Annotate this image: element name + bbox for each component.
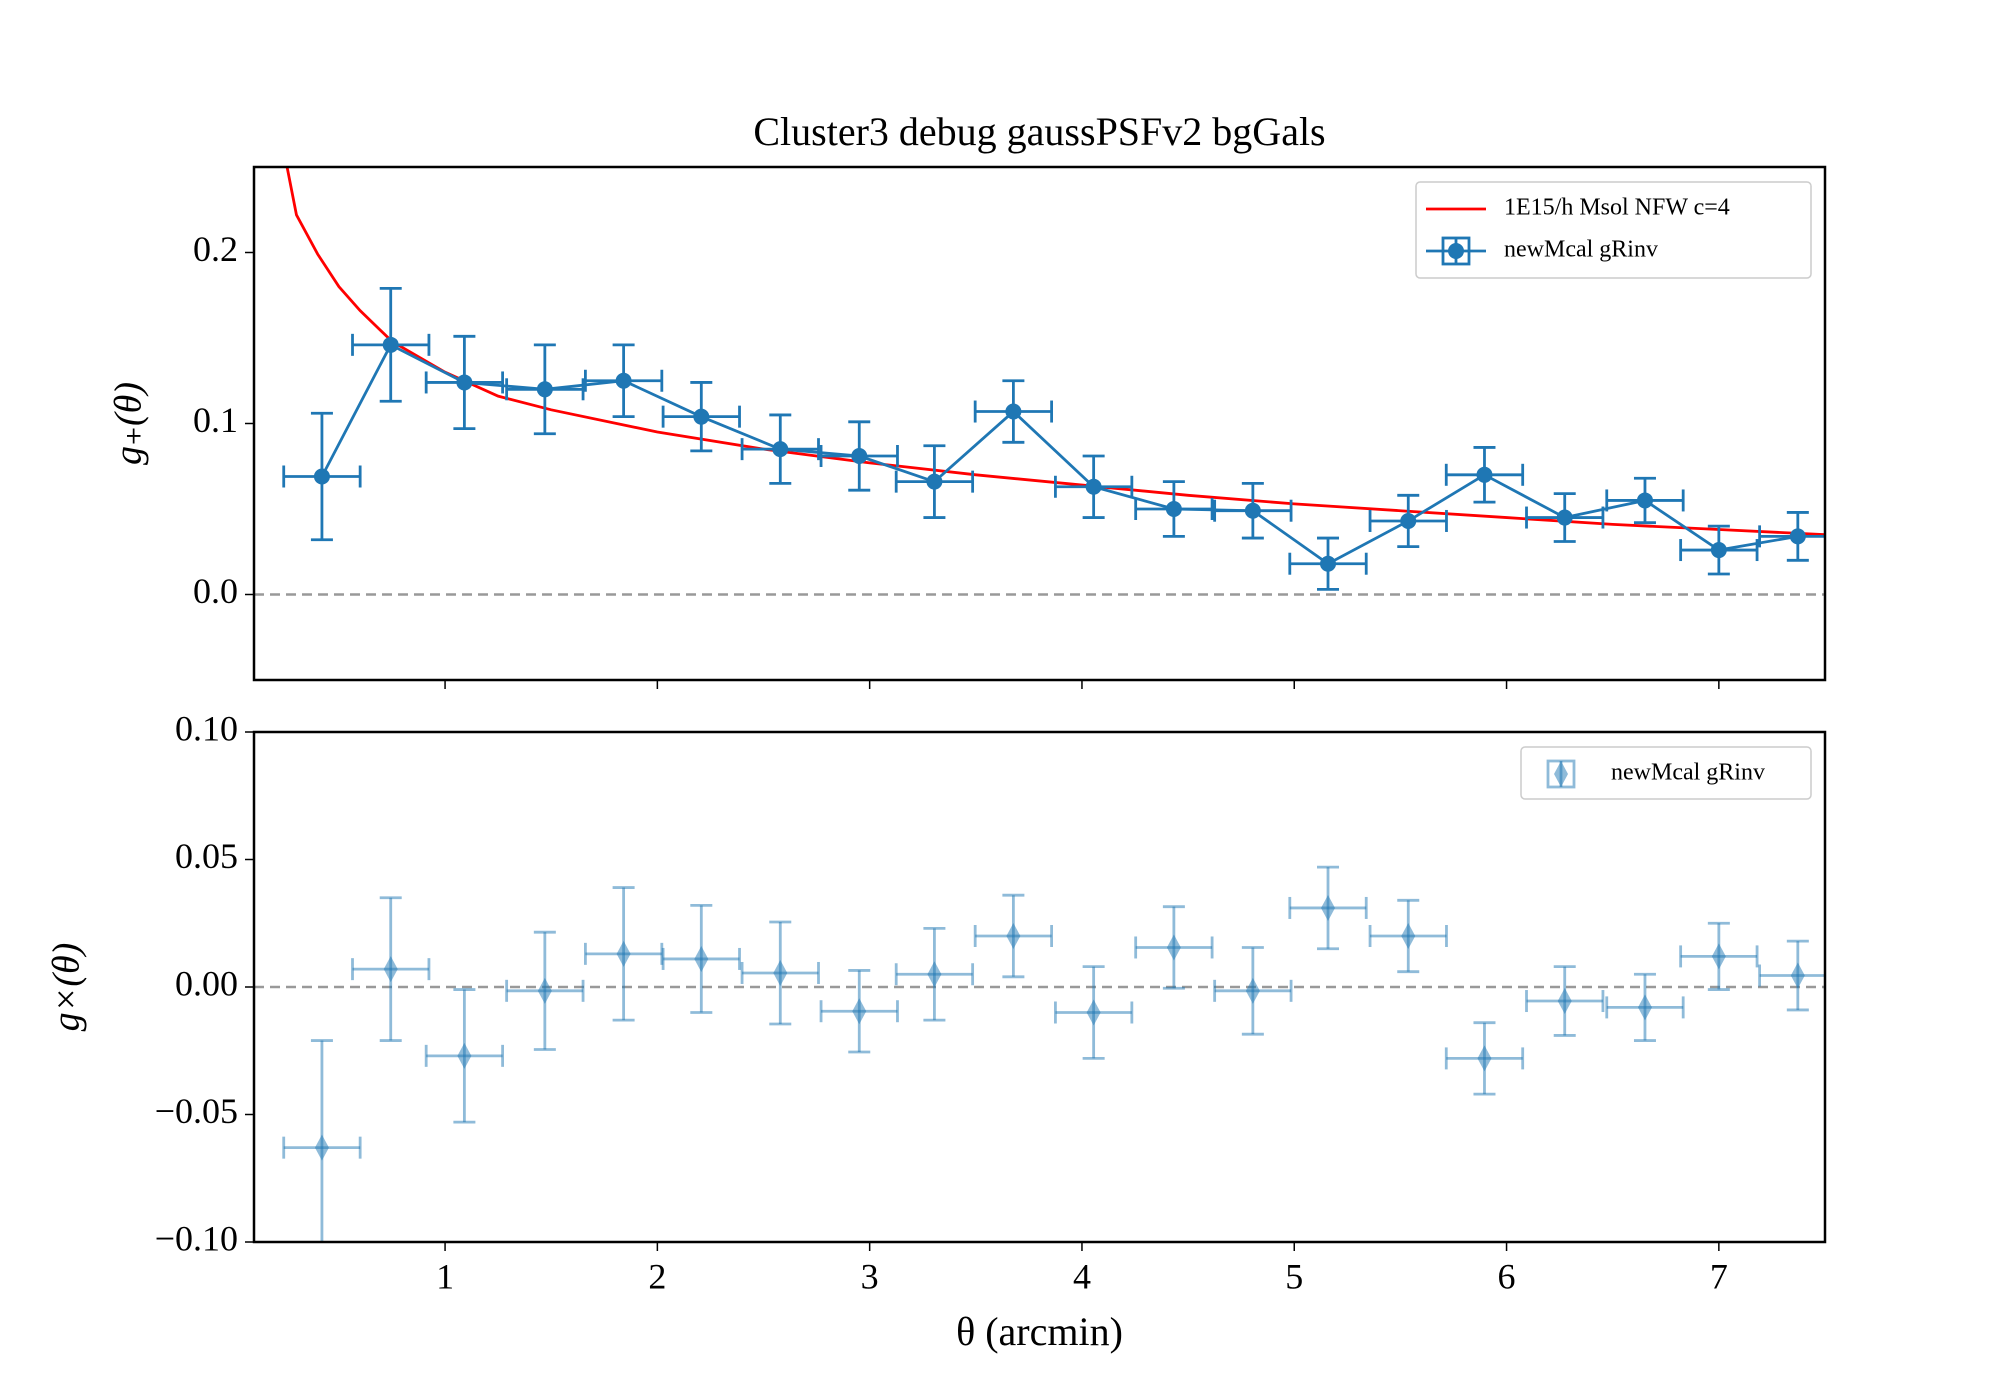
marker xyxy=(1085,478,1102,495)
x-tick-label: 7 xyxy=(1710,1256,1728,1296)
marker xyxy=(537,977,552,1004)
marker xyxy=(1637,994,1652,1021)
marker xyxy=(926,473,943,490)
marker xyxy=(1244,502,1261,519)
marker xyxy=(314,1134,329,1161)
marker xyxy=(536,381,553,398)
x-tick-label: 6 xyxy=(1498,1256,1516,1296)
marker xyxy=(927,961,942,988)
y-tick-label: −0.10 xyxy=(155,1218,238,1258)
marker xyxy=(1790,962,1805,989)
marker xyxy=(852,998,867,1025)
legend-marker xyxy=(1448,243,1464,259)
marker xyxy=(1086,999,1101,1026)
legend-caps xyxy=(1441,236,1471,266)
marker xyxy=(1165,501,1182,517)
axes-frame xyxy=(252,730,1827,1244)
y-tick-label: 0.05 xyxy=(175,836,238,876)
marker xyxy=(616,940,631,967)
x-tick-label: 3 xyxy=(861,1256,879,1296)
y-tick-label: 0.1 xyxy=(193,400,238,440)
marker xyxy=(1400,512,1417,529)
marker xyxy=(382,336,399,353)
axes-frame xyxy=(252,165,1827,682)
marker xyxy=(1005,403,1022,420)
marker xyxy=(773,959,788,986)
legend-label: newMcal gRinv xyxy=(1611,760,1765,786)
plot-area xyxy=(254,865,1825,1242)
marker xyxy=(383,956,398,983)
marker xyxy=(1245,977,1260,1004)
marker xyxy=(1557,988,1572,1015)
marker xyxy=(1710,542,1727,559)
marker xyxy=(694,945,709,972)
x-axis-label: θ (arcmin) xyxy=(956,1309,1123,1354)
marker xyxy=(772,441,789,458)
legend-label: newMcal gRinv xyxy=(1504,237,1658,263)
y-tick-label: −0.05 xyxy=(155,1091,238,1131)
legend-marker xyxy=(1554,761,1568,787)
y-tick-label: 0.0 xyxy=(193,571,238,611)
marker xyxy=(693,408,710,425)
chart-title: Cluster3 debug gaussPSFv2 bgGals xyxy=(753,109,1325,154)
y-tick-label: 0.10 xyxy=(175,708,238,748)
y-axis-label: g₊(θ) xyxy=(108,382,150,465)
marker xyxy=(1166,934,1181,961)
marker xyxy=(615,372,632,389)
y-tick-label: 0.00 xyxy=(175,963,238,1003)
y-axis-label: g×(θ) xyxy=(46,943,88,1032)
data-line xyxy=(320,342,1799,566)
legend-label: 1E15/h Msol NFW c=4 xyxy=(1504,195,1730,221)
legend-box xyxy=(1520,746,1812,800)
marker xyxy=(1006,923,1021,949)
plot-area xyxy=(254,167,1825,596)
y-tick-label: 0.2 xyxy=(193,229,238,269)
x-tick-label: 5 xyxy=(1285,1256,1303,1296)
marker xyxy=(1401,923,1416,949)
marker xyxy=(1711,943,1726,970)
marker xyxy=(1476,466,1493,483)
marker xyxy=(1556,509,1573,526)
x-tick-label: 4 xyxy=(1073,1256,1091,1296)
marker xyxy=(456,374,473,391)
marker xyxy=(457,1042,472,1069)
x-tick-label: 2 xyxy=(648,1256,666,1296)
x-tick-label: 1 xyxy=(436,1256,454,1296)
marker xyxy=(1477,1045,1492,1072)
marker xyxy=(1321,894,1336,921)
marker xyxy=(1320,555,1337,572)
marker xyxy=(1789,528,1806,545)
marker xyxy=(313,468,330,485)
legend-box xyxy=(1415,181,1812,279)
marker xyxy=(1636,492,1653,509)
marker xyxy=(851,447,868,464)
